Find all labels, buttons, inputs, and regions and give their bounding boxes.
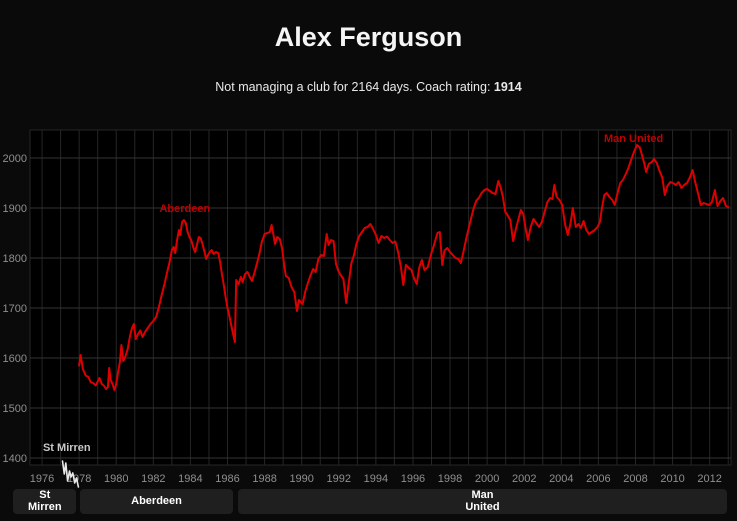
rating-line-aberdeen-man-united bbox=[78, 144, 730, 391]
club-annotation-man-united: Man United bbox=[604, 133, 663, 145]
y-tick-label: 1700 bbox=[3, 303, 27, 315]
x-tick-label: 2004 bbox=[549, 473, 573, 485]
y-tick-label: 1800 bbox=[3, 253, 27, 265]
x-tick-label: 2002 bbox=[512, 473, 536, 485]
x-tick-label: 2012 bbox=[697, 473, 721, 485]
x-tick-label: 1996 bbox=[401, 473, 425, 485]
x-tick-label: 2010 bbox=[660, 473, 684, 485]
x-tick-label: 1990 bbox=[289, 473, 313, 485]
page-title: Alex Ferguson bbox=[274, 22, 463, 52]
timeline-segment-st-mirren[interactable]: St Mirren bbox=[13, 489, 77, 514]
x-tick-label: 1998 bbox=[438, 473, 462, 485]
timeline-segment-man-united[interactable]: Man United bbox=[237, 489, 728, 514]
y-tick-label: 1400 bbox=[3, 453, 27, 465]
y-tick-label: 1900 bbox=[3, 203, 27, 215]
x-tick-label: 1984 bbox=[178, 473, 202, 485]
y-tick-label: 1500 bbox=[3, 403, 27, 415]
status-text: Not managing a club for 2164 days. Coach… bbox=[215, 80, 494, 94]
x-tick-label: 2006 bbox=[586, 473, 610, 485]
x-tick-label: 1976 bbox=[30, 473, 54, 485]
coach-rating-value: 1914 bbox=[493, 80, 522, 94]
x-tick-label: 1992 bbox=[327, 473, 351, 485]
x-tick-label: 1986 bbox=[215, 473, 239, 485]
x-tick-label: 1994 bbox=[364, 473, 388, 485]
x-tick-label: 2008 bbox=[623, 473, 647, 485]
x-tick-label: 1980 bbox=[104, 473, 128, 485]
timeline-segment-aberdeen[interactable]: Aberdeen bbox=[80, 489, 233, 514]
plot-area bbox=[29, 129, 732, 466]
y-tick-label: 1600 bbox=[3, 353, 27, 365]
y-tick-label: 2000 bbox=[3, 153, 27, 165]
x-tick-label: 1988 bbox=[252, 473, 276, 485]
rating-line-st-mirren bbox=[61, 460, 80, 488]
x-tick-label: 2000 bbox=[475, 473, 499, 485]
status-line: Not managing a club for 2164 days. Coach… bbox=[0, 80, 737, 94]
club-annotation-aberdeen: Aberdeen bbox=[159, 203, 210, 215]
club-annotation-st-mirren: St Mirren bbox=[43, 442, 91, 454]
x-tick-label: 1982 bbox=[141, 473, 165, 485]
